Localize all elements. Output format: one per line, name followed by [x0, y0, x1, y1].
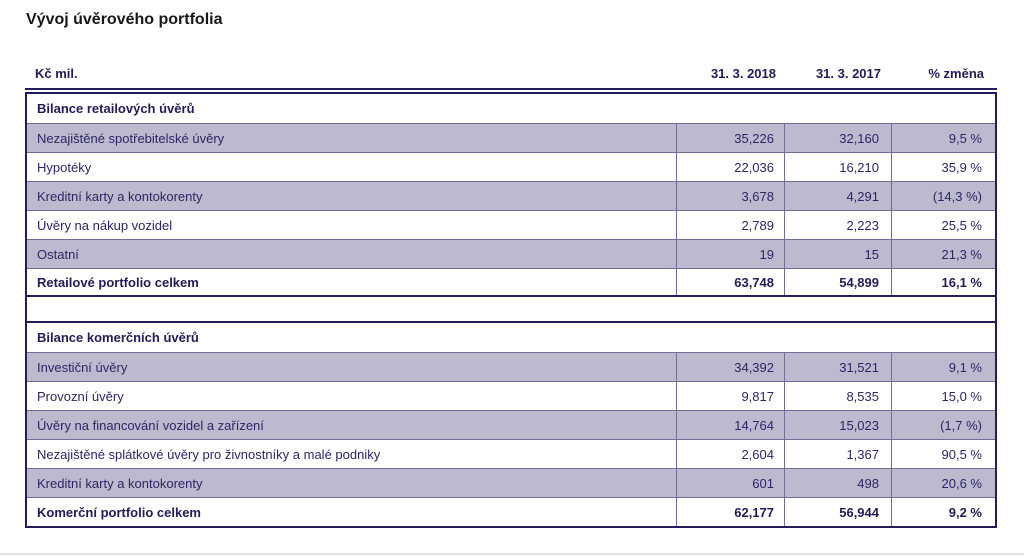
row-label: Kreditní karty a kontokorenty — [37, 475, 203, 491]
value-2018: 2,604 — [676, 440, 784, 468]
table-header-row: Kč mil. 31. 3. 2018 31. 3. 2017 % změna — [25, 59, 997, 90]
section-header-label: Bilance komerčních úvěrů — [37, 330, 199, 345]
total-row-commercial: Komerční portfolio celkem 62,177 56,944 … — [27, 497, 995, 526]
table-row: Nezajištěné splátkové úvěry pro živnostn… — [27, 439, 995, 468]
value-2018: 2,789 — [676, 211, 784, 239]
column-header-2017: 31. 3. 2017 — [815, 66, 881, 81]
row-label: Nezajištěné spotřebitelské úvěry — [37, 130, 225, 146]
table-row: Úvěry na financování vozidel a zařízení … — [27, 410, 995, 439]
table-row: Nezajištěné spotřebitelské úvěry 35,226 … — [27, 123, 995, 152]
value-2018: 22,036 — [676, 153, 784, 181]
value-2017: 15,023 — [784, 411, 891, 439]
total-2018: 62,177 — [676, 498, 784, 526]
bottom-faint-rule — [0, 553, 1024, 555]
value-2017: 16,210 — [784, 153, 891, 181]
column-header-2018: 31. 3. 2018 — [710, 66, 776, 81]
value-2018: 14,764 — [676, 411, 784, 439]
value-2017: 2,223 — [784, 211, 891, 239]
row-label: Investiční úvěry — [37, 359, 128, 375]
value-2018: 601 — [676, 469, 784, 497]
value-change: (1,7 %) — [891, 411, 995, 439]
loan-portfolio-table: Kč mil. 31. 3. 2018 31. 3. 2017 % změna … — [25, 59, 997, 528]
row-label: Úvěry na nákup vozidel — [37, 217, 173, 233]
total-row-retail: Retailové portfolio celkem 63,748 54,899… — [27, 268, 995, 297]
table-row: Provozní úvěry 9,817 8,535 15,0 % — [27, 381, 995, 410]
value-2017: 498 — [784, 469, 891, 497]
table-row: Ostatní 19 15 21,3 % — [27, 239, 995, 268]
value-2017: 31,521 — [784, 353, 891, 381]
table-row: Kreditní karty a kontokorenty 601 498 20… — [27, 468, 995, 497]
total-2018: 63,748 — [676, 269, 784, 295]
value-change: 90,5 % — [891, 440, 995, 468]
total-label: Retailové portfolio celkem — [37, 274, 199, 290]
value-2018: 3,678 — [676, 182, 784, 210]
value-2018: 9,817 — [676, 382, 784, 410]
section-header-commercial: Bilance komerčních úvěrů — [27, 323, 995, 352]
table-row: Kreditní karty a kontokorenty 3,678 4,29… — [27, 181, 995, 210]
value-change: 9,1 % — [891, 353, 995, 381]
row-label: Ostatní — [37, 246, 79, 262]
section-header-label: Bilance retailových úvěrů — [37, 101, 195, 116]
value-2017: 8,535 — [784, 382, 891, 410]
row-label: Kreditní karty a kontokorenty — [37, 188, 203, 204]
table-body: Bilance retailových úvěrů Nezajištěné sp… — [25, 92, 997, 528]
table-row: Investiční úvěry 34,392 31,521 9,1 % — [27, 352, 995, 381]
value-change: 25,5 % — [891, 211, 995, 239]
value-2018: 19 — [676, 240, 784, 268]
table-row: Úvěry na nákup vozidel 2,789 2,223 25,5 … — [27, 210, 995, 239]
table-row: Hypotéky 22,036 16,210 35,9 % — [27, 152, 995, 181]
total-change: 9,2 % — [891, 498, 995, 526]
section-spacer — [27, 297, 995, 323]
value-2018: 35,226 — [676, 124, 784, 152]
value-change: 21,3 % — [891, 240, 995, 268]
value-2017: 4,291 — [784, 182, 891, 210]
value-2018: 34,392 — [676, 353, 784, 381]
value-change: (14,3 %) — [891, 182, 995, 210]
column-header-change: % změna — [928, 66, 984, 81]
unit-label: Kč mil. — [35, 66, 78, 81]
row-label: Provozní úvěry — [37, 388, 124, 404]
value-change: 20,6 % — [891, 469, 995, 497]
value-2017: 15 — [784, 240, 891, 268]
value-change: 35,9 % — [891, 153, 995, 181]
page-title: Vývoj úvěrového portfolia — [26, 11, 223, 28]
value-2017: 1,367 — [784, 440, 891, 468]
section-header-retail: Bilance retailových úvěrů — [27, 94, 995, 123]
total-change: 16,1 % — [891, 269, 995, 295]
row-label: Hypotéky — [37, 159, 92, 175]
total-label: Komerční portfolio celkem — [37, 504, 201, 520]
value-2017: 32,160 — [784, 124, 891, 152]
value-change: 9,5 % — [891, 124, 995, 152]
total-2017: 56,944 — [784, 498, 891, 526]
row-label: Nezajištěné splátkové úvěry pro živnostn… — [37, 446, 381, 462]
row-label: Úvěry na financování vozidel a zařízení — [37, 417, 264, 433]
total-2017: 54,899 — [784, 269, 891, 295]
value-change: 15,0 % — [891, 382, 995, 410]
